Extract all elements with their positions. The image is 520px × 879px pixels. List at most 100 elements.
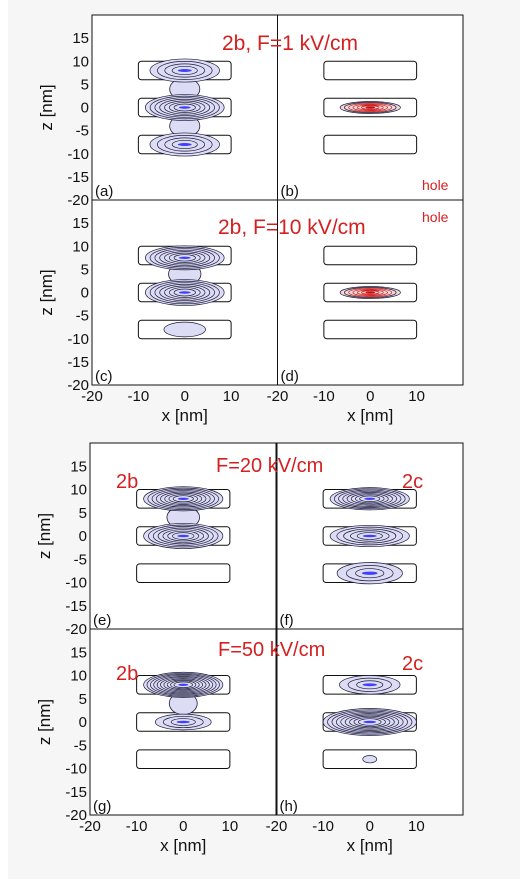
- contour-line: [148, 524, 219, 548]
- contour-line: [353, 717, 386, 727]
- contour-line: [164, 285, 206, 300]
- z-tick-label: -20: [65, 807, 87, 824]
- contour-line: [355, 494, 385, 504]
- z-tick-label: -5: [74, 551, 87, 568]
- z-tick-label: 15: [72, 30, 89, 47]
- z-tick-label: -10: [67, 146, 89, 163]
- z-axis-label: z [nm]: [37, 84, 56, 130]
- panel-tag-e: 2b: [116, 471, 138, 493]
- panel-title-a: 2b, F=1 kV/cm: [222, 32, 358, 55]
- contour-line: [348, 102, 393, 113]
- panel-e: [136, 486, 231, 584]
- contour-line: [149, 246, 220, 269]
- density-core: [365, 106, 376, 109]
- z-tick-label: 5: [79, 691, 87, 708]
- x-axis-label: x [nm]: [347, 836, 393, 855]
- density-core: [177, 69, 192, 72]
- contour-line: [155, 490, 211, 508]
- x-tick-label: 10: [408, 818, 425, 835]
- density-core: [178, 256, 191, 260]
- z-tick-label: 10: [72, 238, 89, 255]
- contour-line: [173, 288, 196, 297]
- x-tick-label: -20: [266, 818, 288, 835]
- contour-line: [333, 488, 406, 510]
- contour-line: [356, 104, 384, 111]
- contour-line: [159, 98, 211, 117]
- density-core: [177, 143, 192, 146]
- contour-line: [168, 252, 201, 263]
- contour-line: [356, 289, 384, 296]
- contour-line: [152, 526, 214, 546]
- contour-line: [159, 249, 211, 266]
- z-tick-label: -5: [74, 737, 87, 754]
- contour-line: [164, 63, 206, 78]
- z-tick-label: 15: [72, 215, 89, 232]
- x-tick-label: 10: [222, 818, 239, 835]
- panel-label-a: (a): [95, 183, 113, 200]
- contour-line: [170, 718, 196, 726]
- contour-line: [157, 135, 213, 154]
- z-tick-label: -10: [67, 331, 89, 348]
- contour-line: [154, 248, 215, 268]
- density-core: [363, 720, 377, 724]
- x-tick-label: 0: [366, 818, 374, 835]
- contour-line: [356, 680, 384, 690]
- z-tick-label: -20: [67, 192, 89, 209]
- panel-label-b: (b): [281, 183, 299, 200]
- contour-line: [359, 495, 381, 503]
- contour-line: [153, 675, 214, 695]
- contour-line: [147, 487, 220, 510]
- contour-line: [346, 492, 393, 506]
- x-axis-label: x [nm]: [160, 836, 206, 855]
- contour-line: [327, 709, 413, 735]
- z-tick-label: -15: [67, 354, 89, 371]
- z-tick-label: 0: [81, 285, 89, 302]
- dot-box: [137, 319, 232, 340]
- panel-label-c: (c): [95, 368, 113, 385]
- z-tick-label: 10: [70, 482, 87, 499]
- contour-line: [149, 95, 220, 120]
- x-tick-label: -20: [79, 818, 101, 835]
- contour-line: [171, 65, 198, 76]
- contour-line: [159, 283, 211, 302]
- contour-line: [361, 105, 380, 110]
- contour-line: [361, 290, 380, 295]
- contour-line: [164, 100, 206, 115]
- contour-line: [156, 676, 210, 694]
- z-tick-label: 15: [70, 458, 87, 475]
- x-tick-label: 0: [181, 388, 189, 405]
- panel-a: [137, 58, 232, 157]
- contour-line: [149, 280, 220, 305]
- z-axis-label: z [nm]: [35, 513, 54, 559]
- density-core: [178, 106, 191, 109]
- contour-line: [151, 488, 215, 509]
- dot-box: [323, 97, 418, 118]
- contour-line: [167, 530, 200, 542]
- z-tick-label: -15: [65, 784, 87, 801]
- contour-line: [154, 97, 215, 118]
- z-tick-label: -15: [65, 598, 87, 615]
- panel-b: [323, 60, 418, 155]
- contour-line: [347, 677, 392, 692]
- z-tick-label: 5: [81, 76, 89, 93]
- panel-tag-h: 2c: [402, 653, 423, 675]
- density-core: [364, 497, 376, 500]
- panel-annotation-d: hole: [422, 209, 449, 225]
- panel-title-g: F=50 kV/cm: [218, 639, 325, 661]
- z-tick-label: 0: [79, 528, 87, 545]
- contour-line: [170, 680, 197, 690]
- contour-line: [331, 710, 408, 734]
- contour-line: [349, 530, 390, 542]
- dot-box: [323, 319, 418, 340]
- contour-line: [340, 713, 400, 731]
- contour-line: [160, 491, 207, 507]
- z-tick-label: 0: [81, 100, 89, 117]
- x-tick-label: -20: [81, 388, 103, 405]
- panel-label-e: (e): [93, 612, 111, 629]
- x-tick-label: 10: [223, 388, 240, 405]
- contour-line: [344, 101, 397, 114]
- x-tick-label: -10: [126, 818, 148, 835]
- contour-line: [355, 568, 385, 579]
- contour-line: [350, 493, 389, 505]
